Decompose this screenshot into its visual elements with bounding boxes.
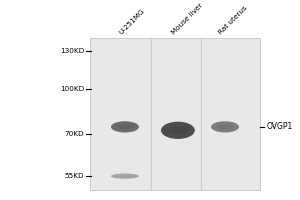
Text: OVGP1: OVGP1	[266, 122, 292, 131]
Text: U-251MG: U-251MG	[118, 8, 146, 36]
Text: Rat uterus: Rat uterus	[218, 5, 249, 36]
Ellipse shape	[211, 121, 239, 132]
Text: Mouse liver: Mouse liver	[171, 3, 204, 36]
Ellipse shape	[111, 121, 139, 132]
Ellipse shape	[117, 125, 133, 129]
Ellipse shape	[217, 125, 233, 129]
Ellipse shape	[168, 127, 188, 134]
Bar	[90, 38, 260, 190]
Ellipse shape	[161, 122, 195, 139]
Text: 130KD: 130KD	[60, 48, 84, 54]
Ellipse shape	[111, 174, 139, 179]
Text: 70KD: 70KD	[65, 131, 84, 137]
Text: 100KD: 100KD	[60, 86, 84, 92]
Text: 55KD: 55KD	[65, 173, 84, 179]
